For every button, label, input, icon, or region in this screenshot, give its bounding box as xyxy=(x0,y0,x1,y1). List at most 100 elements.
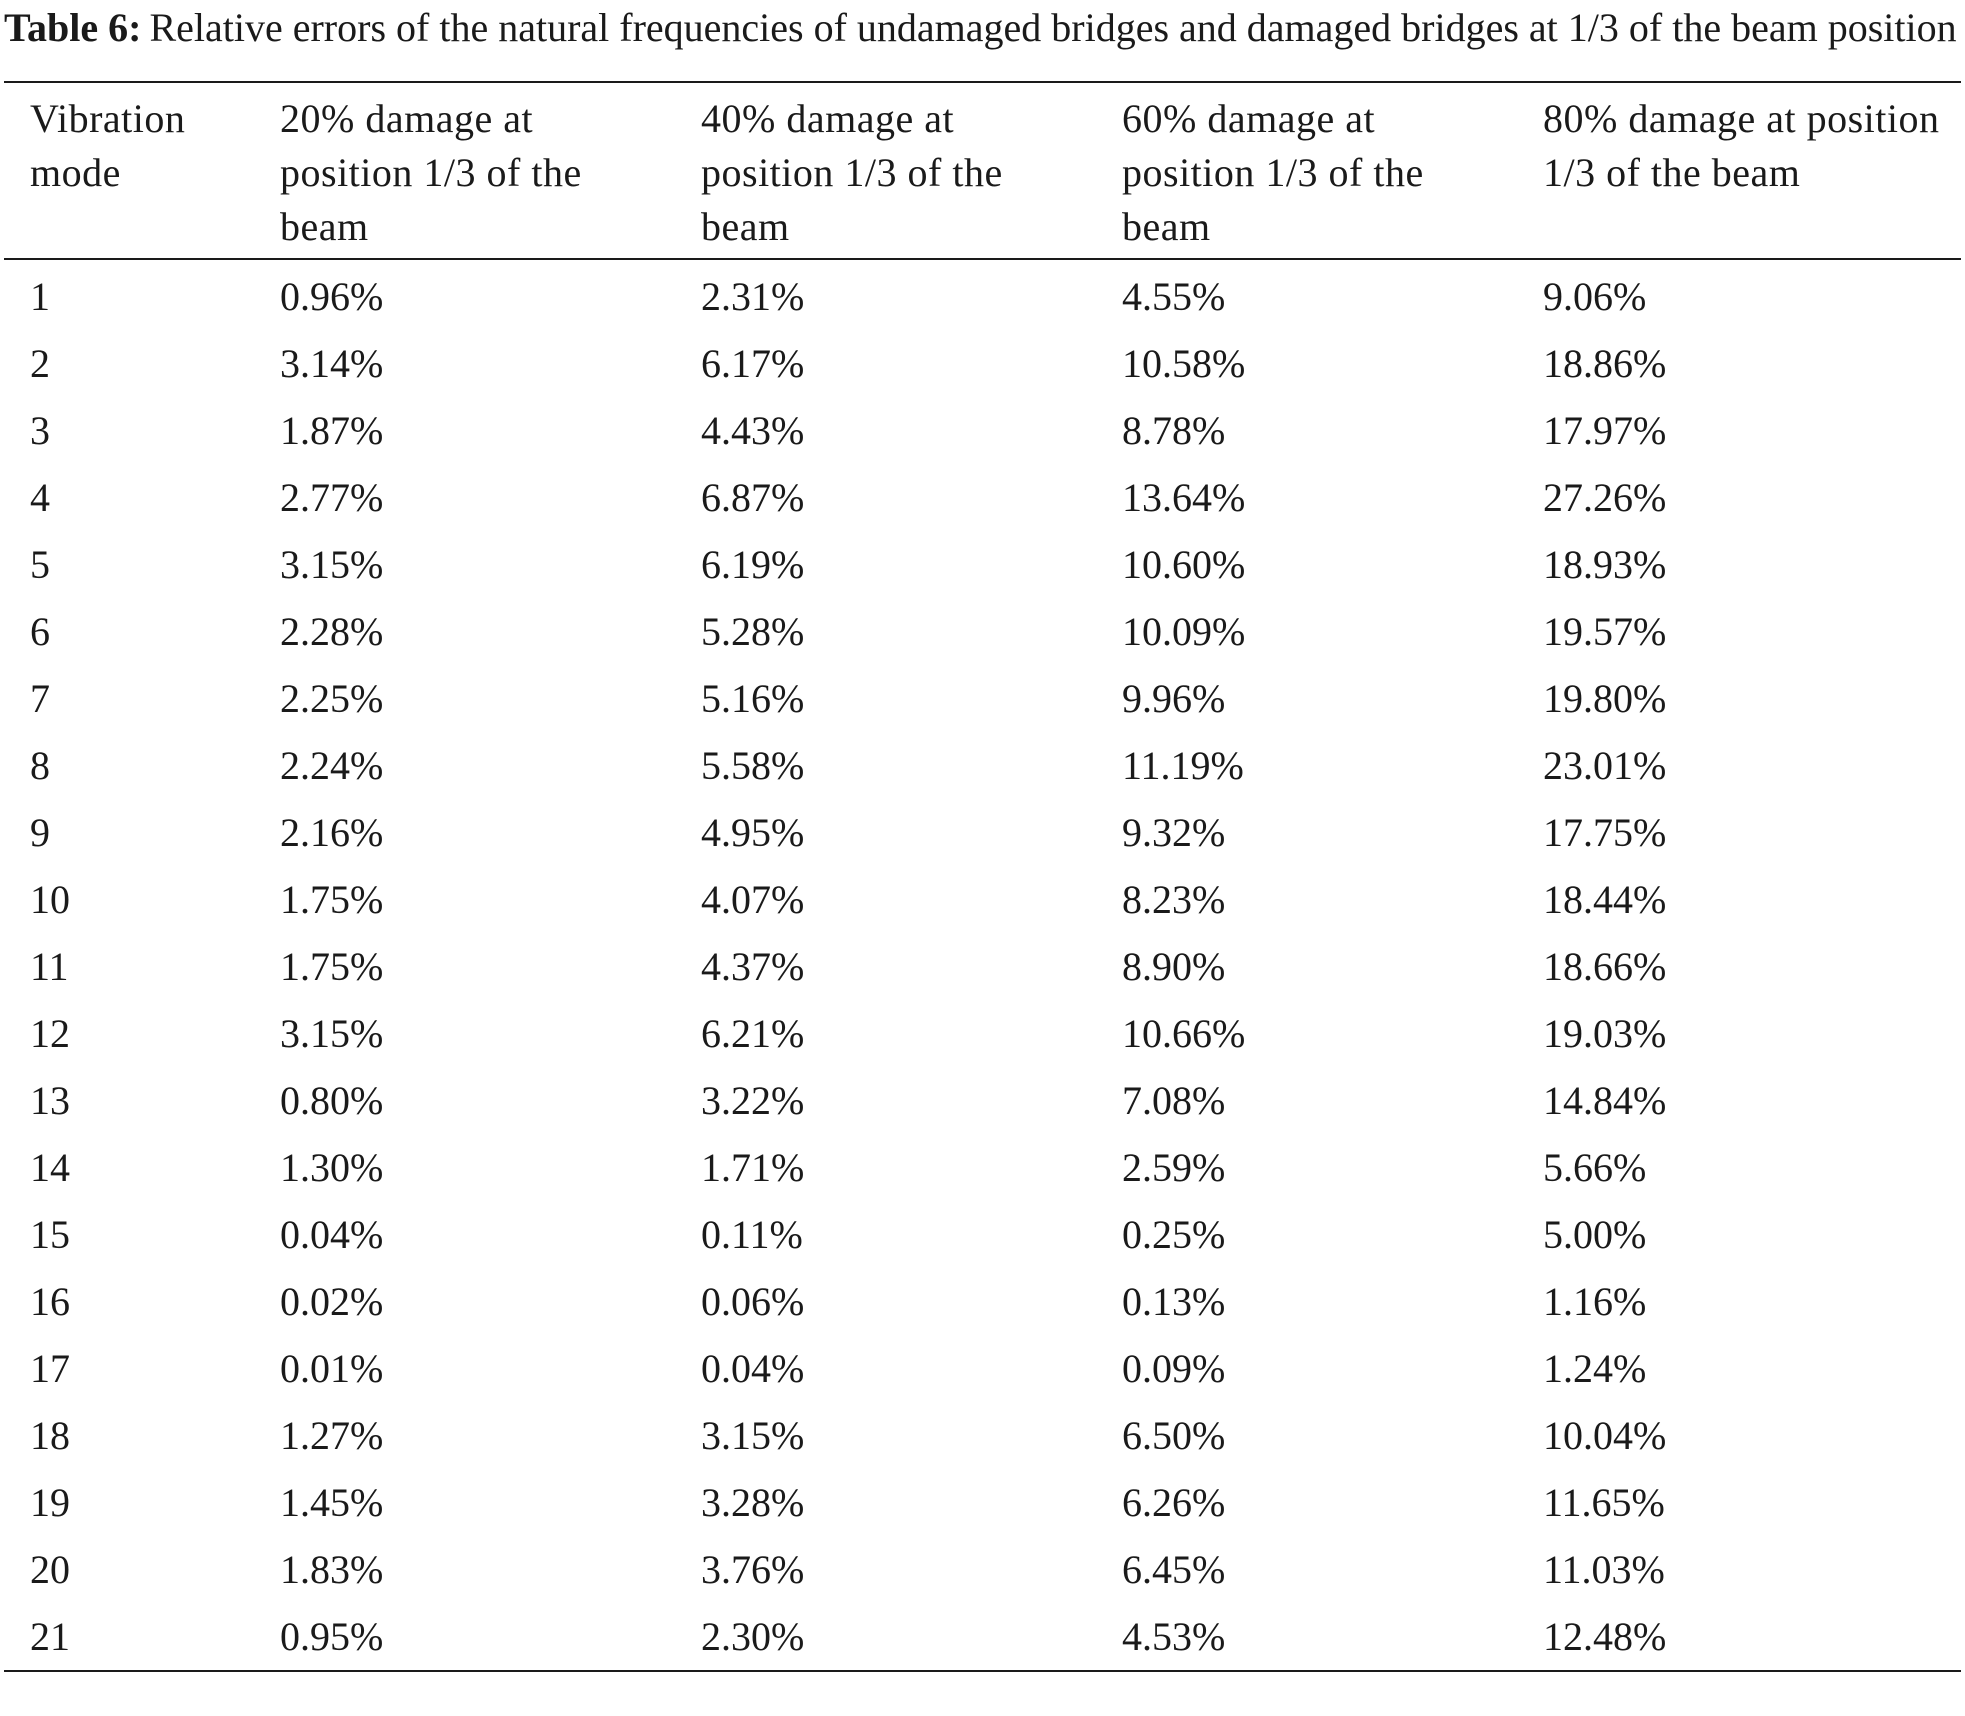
error-value-cell: 2.28% xyxy=(280,609,384,654)
table-row: 13 0.80% 3.22% 7.08% 14.84% xyxy=(4,1067,1961,1134)
error-value-cell: 17.75% xyxy=(1543,810,1667,855)
error-value-cell: 8.90% xyxy=(1122,944,1226,989)
error-value-cell: 4.55% xyxy=(1122,274,1226,319)
table-row: 10 1.75% 4.07% 8.23% 18.44% xyxy=(4,866,1961,933)
table-row: 12 3.15% 6.21% 10.66% 19.03% xyxy=(4,1000,1961,1067)
table-row: 18 1.27% 3.15% 6.50% 10.04% xyxy=(4,1402,1961,1469)
error-value-cell: 11.65% xyxy=(1543,1480,1665,1525)
error-value-cell: 2.31% xyxy=(701,274,805,319)
error-value-cell: 4.95% xyxy=(701,810,805,855)
error-value-cell: 11.03% xyxy=(1543,1547,1665,1592)
error-value-cell: 0.80% xyxy=(280,1078,384,1123)
error-value-cell: 18.66% xyxy=(1543,944,1667,989)
column-header-damage-3: 60% damage at position 1/3 of the beam xyxy=(1122,96,1424,249)
error-value-cell: 4.43% xyxy=(701,408,805,453)
table-row: 21 0.95% 2.30% 4.53% 12.48% xyxy=(4,1603,1961,1671)
mode-cell: 10 xyxy=(30,877,70,922)
error-value-cell: 0.25% xyxy=(1122,1212,1226,1257)
error-value-cell: 5.16% xyxy=(701,676,805,721)
error-value-cell: 3.28% xyxy=(701,1480,805,1525)
error-value-cell: 10.66% xyxy=(1122,1011,1246,1056)
error-value-cell: 6.21% xyxy=(701,1011,805,1056)
error-value-cell: 3.15% xyxy=(280,1011,384,1056)
column-header-damage-4: 80% damage at position 1/3 of the beam xyxy=(1543,96,1940,195)
mode-cell: 9 xyxy=(30,810,50,855)
error-value-cell: 6.50% xyxy=(1122,1413,1226,1458)
table-row: 19 1.45% 3.28% 6.26% 11.65% xyxy=(4,1469,1961,1536)
error-value-cell: 3.76% xyxy=(701,1547,805,1592)
error-value-cell: 19.03% xyxy=(1543,1011,1667,1056)
error-value-cell: 1.45% xyxy=(280,1480,384,1525)
error-value-cell: 18.93% xyxy=(1543,542,1667,587)
error-value-cell: 1.71% xyxy=(701,1145,805,1190)
error-value-cell: 6.45% xyxy=(1122,1547,1226,1592)
error-value-cell: 9.32% xyxy=(1122,810,1226,855)
error-value-cell: 4.37% xyxy=(701,944,805,989)
error-value-cell: 5.00% xyxy=(1543,1212,1647,1257)
table-row: 9 2.16% 4.95% 9.32% 17.75% xyxy=(4,799,1961,866)
mode-cell: 19 xyxy=(30,1480,70,1525)
error-value-cell: 14.84% xyxy=(1543,1078,1667,1123)
error-value-cell: 10.09% xyxy=(1122,609,1246,654)
error-value-cell: 2.59% xyxy=(1122,1145,1226,1190)
column-header-damage-2: 40% damage at position 1/3 of the beam xyxy=(701,96,1003,249)
table-row: 8 2.24% 5.58% 11.19% 23.01% xyxy=(4,732,1961,799)
error-value-cell: 1.75% xyxy=(280,944,384,989)
mode-cell: 15 xyxy=(30,1212,70,1257)
table-row: 5 3.15% 6.19% 10.60% 18.93% xyxy=(4,531,1961,598)
error-value-cell: 9.96% xyxy=(1122,676,1226,721)
error-value-cell: 2.16% xyxy=(280,810,384,855)
error-value-cell: 3.14% xyxy=(280,341,384,386)
error-value-cell: 17.97% xyxy=(1543,408,1667,453)
table-row: 11 1.75% 4.37% 8.90% 18.66% xyxy=(4,933,1961,1000)
error-value-cell: 19.57% xyxy=(1543,609,1667,654)
mode-cell: 8 xyxy=(30,743,50,788)
error-value-cell: 18.44% xyxy=(1543,877,1667,922)
table-row: 17 0.01% 0.04% 0.09% 1.24% xyxy=(4,1335,1961,1402)
error-value-cell: 4.07% xyxy=(701,877,805,922)
error-value-cell: 2.24% xyxy=(280,743,384,788)
error-value-cell: 1.27% xyxy=(280,1413,384,1458)
mode-cell: 7 xyxy=(30,676,50,721)
table-row: 4 2.77% 6.87% 13.64% 27.26% xyxy=(4,464,1961,531)
error-value-cell: 0.02% xyxy=(280,1279,384,1324)
table-row: 16 0.02% 0.06% 0.13% 1.16% xyxy=(4,1268,1961,1335)
table-body: 1 0.96% 2.31% 4.55% 9.06% 2 3.14% 6.17% 10.58% 18… xyxy=(4,259,1961,1671)
error-value-cell: 9.06% xyxy=(1543,274,1647,319)
mode-cell: 17 xyxy=(30,1346,70,1391)
table-row: 6 2.28% 5.28% 10.09% 19.57% xyxy=(4,598,1961,665)
error-value-cell: 1.24% xyxy=(1543,1346,1647,1391)
error-value-cell: 10.60% xyxy=(1122,542,1246,587)
table-row: 2 3.14% 6.17% 10.58% 18.86% xyxy=(4,330,1961,397)
mode-cell: 21 xyxy=(30,1614,70,1659)
error-value-cell: 19.80% xyxy=(1543,676,1667,721)
error-value-cell: 12.48% xyxy=(1543,1614,1667,1659)
mode-cell: 3 xyxy=(30,408,50,453)
error-value-cell: 0.95% xyxy=(280,1614,384,1659)
error-value-cell: 8.23% xyxy=(1122,877,1226,922)
error-value-cell: 2.30% xyxy=(701,1614,805,1659)
table-caption-text: Relative errors of the natural frequenci… xyxy=(149,5,1957,50)
error-value-cell: 0.04% xyxy=(701,1346,805,1391)
error-value-cell: 27.26% xyxy=(1543,475,1667,520)
mode-cell: 16 xyxy=(30,1279,70,1324)
error-value-cell: 0.04% xyxy=(280,1212,384,1257)
mode-cell: 13 xyxy=(30,1078,70,1123)
error-value-cell: 3.22% xyxy=(701,1078,805,1123)
error-value-cell: 1.16% xyxy=(1543,1279,1647,1324)
error-value-cell: 18.86% xyxy=(1543,341,1667,386)
error-value-cell: 0.06% xyxy=(701,1279,805,1324)
mode-cell: 5 xyxy=(30,542,50,587)
error-value-cell: 7.08% xyxy=(1122,1078,1226,1123)
mode-cell: 14 xyxy=(30,1145,70,1190)
error-value-cell: 0.11% xyxy=(701,1212,803,1257)
table-row: 7 2.25% 5.16% 9.96% 19.80% xyxy=(4,665,1961,732)
column-header-damage-1: 20% damage at position 1/3 of the beam xyxy=(280,96,582,249)
error-value-cell: 3.15% xyxy=(280,542,384,587)
error-value-cell: 1.75% xyxy=(280,877,384,922)
error-value-cell: 5.28% xyxy=(701,609,805,654)
error-value-cell: 8.78% xyxy=(1122,408,1226,453)
mode-cell: 6 xyxy=(30,609,50,654)
error-value-cell: 2.25% xyxy=(280,676,384,721)
